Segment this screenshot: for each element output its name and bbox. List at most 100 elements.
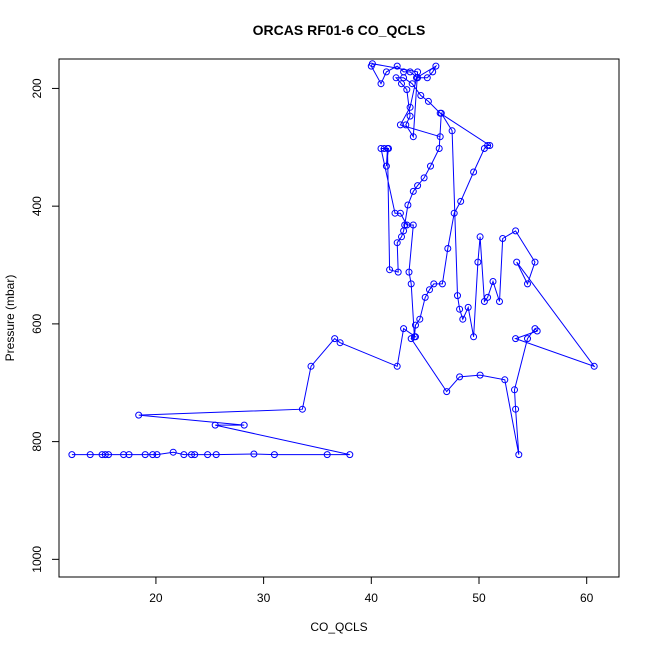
data-point <box>426 286 433 294</box>
data-point <box>410 333 418 341</box>
data-point <box>407 280 415 288</box>
data-point <box>149 451 157 459</box>
data-point <box>331 335 339 343</box>
data-point <box>496 298 503 305</box>
data-point <box>250 450 258 458</box>
data-point <box>382 162 390 170</box>
data-point <box>270 451 278 459</box>
data-point <box>430 280 438 288</box>
x-tick-label: 50 <box>472 591 486 605</box>
y-tick-label: 800 <box>30 431 44 451</box>
data-point <box>443 388 451 396</box>
x-tick-label: 40 <box>365 591 379 605</box>
data-point <box>408 80 416 88</box>
data-point <box>402 121 410 129</box>
data-point <box>404 201 412 209</box>
data-point <box>448 127 456 135</box>
data-point <box>86 451 94 459</box>
data-point <box>470 333 478 341</box>
y-axis-label: Pressure (mbar) <box>3 275 17 362</box>
y-tick-label: 1000 <box>30 546 44 573</box>
data-point <box>417 92 425 99</box>
data-point <box>405 268 413 276</box>
data-point <box>367 62 375 70</box>
plot-area <box>58 58 620 578</box>
data-point <box>454 292 461 300</box>
data-point <box>398 80 405 88</box>
x-tick-label: 30 <box>257 591 271 605</box>
data-point <box>169 448 177 456</box>
data-point <box>457 197 465 205</box>
data-point <box>450 209 458 217</box>
data-point <box>486 142 494 149</box>
data-point <box>531 325 539 333</box>
data-point <box>429 68 437 76</box>
data-point <box>211 421 219 429</box>
x-axis: 20 30 40 50 60 <box>149 576 594 605</box>
data-point <box>459 315 467 323</box>
data-point <box>511 386 518 394</box>
data-point <box>101 451 109 459</box>
data-point <box>513 258 521 266</box>
data-point <box>480 298 488 305</box>
x-tick-label: 20 <box>149 591 163 605</box>
data-point <box>188 451 195 459</box>
data-point <box>464 303 472 311</box>
data-point <box>393 62 401 70</box>
plot-frame <box>58 58 620 578</box>
data-point <box>409 187 417 195</box>
data-point <box>499 235 507 242</box>
data-point <box>456 305 464 313</box>
data-point <box>427 162 434 170</box>
data-point <box>436 109 444 117</box>
data-point <box>400 325 408 333</box>
data-point <box>409 221 417 229</box>
data-point <box>400 227 408 235</box>
data-point <box>406 68 414 76</box>
data-point <box>120 451 128 459</box>
data-point <box>444 245 452 252</box>
data-point <box>307 362 315 370</box>
data-point <box>396 209 404 217</box>
data-point <box>393 239 401 247</box>
data-point <box>420 174 428 182</box>
data-point <box>438 280 446 288</box>
data-point <box>590 362 598 370</box>
data-point <box>423 74 431 82</box>
data-point <box>436 133 444 141</box>
data-point <box>386 266 394 274</box>
data-point <box>398 233 405 241</box>
data-point <box>396 121 404 129</box>
y-tick-label: 600 <box>30 314 44 334</box>
data-point <box>524 280 531 288</box>
data-point <box>240 421 248 429</box>
data-point <box>406 112 414 120</box>
data-point <box>403 86 411 94</box>
data-point <box>476 233 484 241</box>
data-point <box>323 451 331 459</box>
data-point <box>141 451 149 459</box>
data-point <box>393 362 401 370</box>
data-point <box>68 451 76 459</box>
data-point <box>212 451 220 459</box>
series-0 <box>68 60 598 459</box>
data-point <box>377 145 385 152</box>
data-point <box>501 376 509 384</box>
data-layer <box>68 60 598 459</box>
data-point <box>531 258 539 266</box>
data-point <box>524 335 531 343</box>
data-point <box>385 145 392 152</box>
data-point <box>406 103 414 111</box>
data-point <box>380 145 388 152</box>
data-point <box>391 209 399 217</box>
data-point <box>377 80 385 88</box>
data-point <box>416 315 424 323</box>
y-axis: 200 400 600 800 1000 <box>30 78 60 573</box>
data-point <box>125 451 133 459</box>
data-point <box>382 68 390 76</box>
y-tick-label: 400 <box>30 196 44 216</box>
data-point <box>421 293 429 301</box>
data-point <box>346 451 354 459</box>
data-point <box>456 373 464 381</box>
